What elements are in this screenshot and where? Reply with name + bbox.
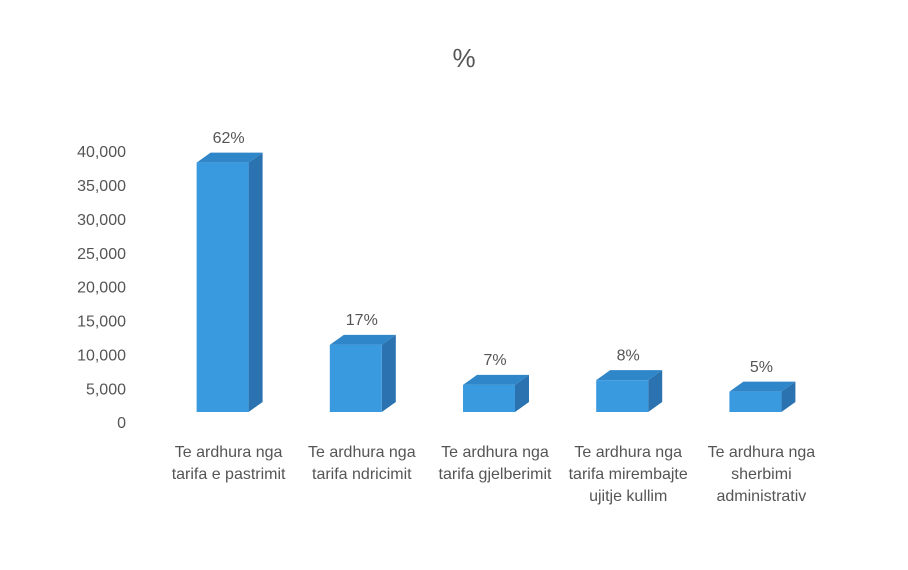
bar-front [329, 344, 382, 412]
bar-front [596, 380, 649, 412]
value-label: 17% [346, 312, 378, 329]
bar-top [463, 374, 529, 385]
bar-top [329, 334, 396, 345]
bar [196, 152, 263, 412]
x-tick-label: Te ardhura nga tarifa gjelberimit [438, 444, 552, 483]
y-tick-label: 40,000 [77, 144, 126, 161]
bar-side [648, 370, 663, 412]
bar [329, 334, 396, 412]
bar-front [463, 384, 515, 412]
bar-top [596, 370, 663, 381]
bar-side [248, 152, 263, 412]
y-tick-label: 20,000 [77, 280, 126, 297]
bar-top [729, 381, 796, 392]
bar-front [196, 162, 249, 412]
x-tick-label: Te ardhura nga tarifa mirembajte ujitje … [568, 444, 688, 505]
bar-top [196, 152, 263, 163]
bar-side [781, 381, 796, 412]
chart-title: % [452, 43, 475, 73]
x-tick-label: Te ardhura nga tarifa e pastrimit [171, 444, 286, 483]
x-tick-label: Te ardhura nga tarifa ndricimit [307, 444, 416, 483]
y-tick-label: 0 [117, 415, 126, 432]
y-tick-label: 10,000 [77, 347, 126, 364]
y-tick-label: 25,000 [77, 246, 126, 263]
bar [729, 381, 796, 412]
value-label: 5% [750, 359, 773, 376]
value-label: 8% [617, 347, 640, 364]
bar [596, 370, 663, 412]
bar-side [515, 374, 529, 412]
x-tick-label: Te ardhura nga sherbimi administrativ [707, 444, 816, 505]
bar-side [381, 334, 396, 412]
y-tick-label: 35,000 [77, 178, 126, 195]
y-tick-label: 5,000 [86, 381, 126, 398]
y-tick-label: 15,000 [77, 314, 126, 331]
y-tick-label: 30,000 [77, 212, 126, 229]
bar-front [729, 391, 782, 412]
value-label: 7% [483, 352, 506, 369]
bar [463, 374, 529, 412]
value-label: 62% [213, 130, 245, 147]
